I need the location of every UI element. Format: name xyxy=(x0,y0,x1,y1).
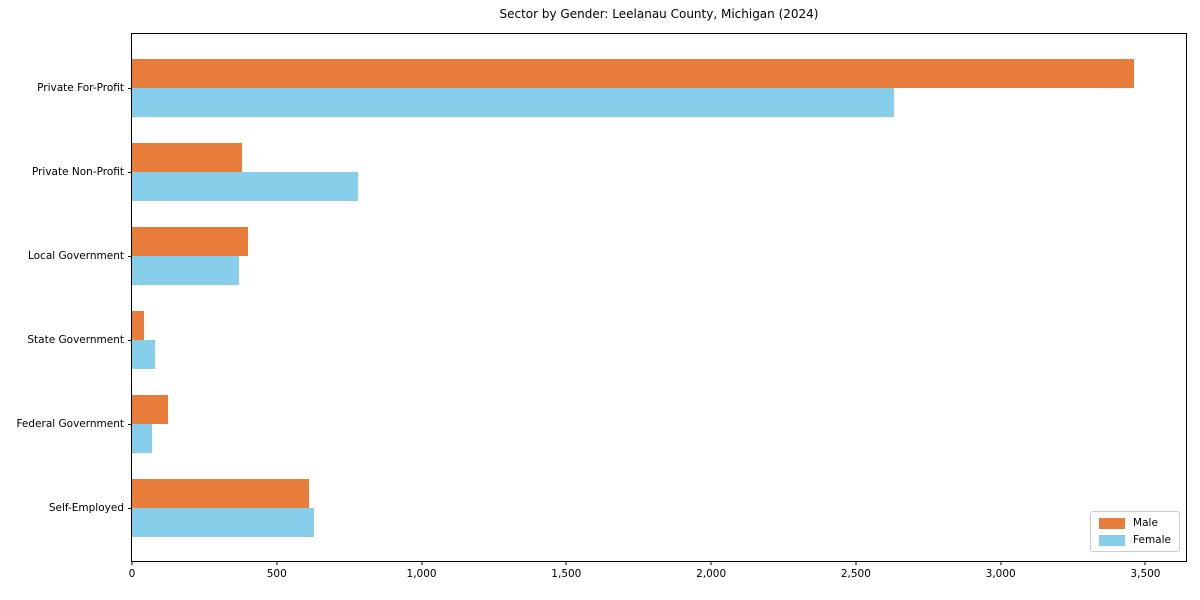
y-axis-label: Private Non-Profit xyxy=(31,166,124,178)
x-tick-label: 1,000 xyxy=(406,568,437,580)
x-tick-label: 3,500 xyxy=(1130,568,1161,580)
y-tick-mark xyxy=(128,256,132,257)
x-tick-label: 0 xyxy=(128,568,136,580)
y-axis-label: State Government xyxy=(27,334,124,346)
y-tick-mark xyxy=(128,172,132,173)
bar-female-federal-government xyxy=(132,424,153,453)
bar-female-private-non-profit xyxy=(132,172,358,201)
bar-male-private-for-profit xyxy=(132,59,1134,88)
x-tick-label: 2,500 xyxy=(840,568,871,580)
x-tick-mark xyxy=(855,561,857,565)
bar-female-self-employed xyxy=(132,508,315,537)
x-tick-label: 1,500 xyxy=(551,568,582,580)
x-tick-mark xyxy=(710,561,712,565)
x-tick-mark xyxy=(565,561,567,565)
x-tick-label: 500 xyxy=(266,568,287,580)
plot-area: Male Female Private For-Profit Private Non… xyxy=(16,33,1187,580)
bar-female-state-government xyxy=(132,340,156,369)
legend-label: Male xyxy=(1133,517,1158,529)
legend-entry-female: Female xyxy=(1099,534,1171,546)
legend-swatch-male xyxy=(1099,517,1126,529)
x-tick-label: 2,000 xyxy=(696,568,727,580)
bar-male-private-non-profit xyxy=(132,143,243,172)
legend-entry-male: Male xyxy=(1099,517,1171,529)
y-axis-label: Local Government xyxy=(27,250,124,262)
legend-label: Female xyxy=(1133,534,1171,546)
y-axis-label: Private For-Profit xyxy=(37,82,124,94)
y-tick-mark xyxy=(128,424,132,425)
legend: Male Female xyxy=(1090,511,1180,552)
bar-male-self-employed xyxy=(132,479,309,508)
y-axis-label: Federal Government xyxy=(16,418,124,430)
bar-male-state-government xyxy=(132,311,144,340)
legend-swatch-female xyxy=(1099,534,1126,546)
x-tick-mark xyxy=(1144,561,1146,565)
x-tick-label: 3,000 xyxy=(985,568,1016,580)
x-tick-mark xyxy=(1000,561,1002,565)
x-tick-mark xyxy=(276,561,278,565)
y-tick-mark xyxy=(128,88,132,89)
bar-female-private-for-profit xyxy=(132,88,894,117)
y-axis-label: Self-Employed xyxy=(48,502,124,514)
x-tick-mark xyxy=(131,561,133,565)
bar-female-local-government xyxy=(132,256,240,285)
chart-title: Sector by Gender: Leelanau County, Michi… xyxy=(499,7,819,21)
y-tick-mark xyxy=(128,508,132,509)
y-tick-mark xyxy=(128,340,132,341)
x-tick-mark xyxy=(421,561,423,565)
bar-male-local-government xyxy=(132,227,248,256)
bar-male-federal-government xyxy=(132,395,169,424)
